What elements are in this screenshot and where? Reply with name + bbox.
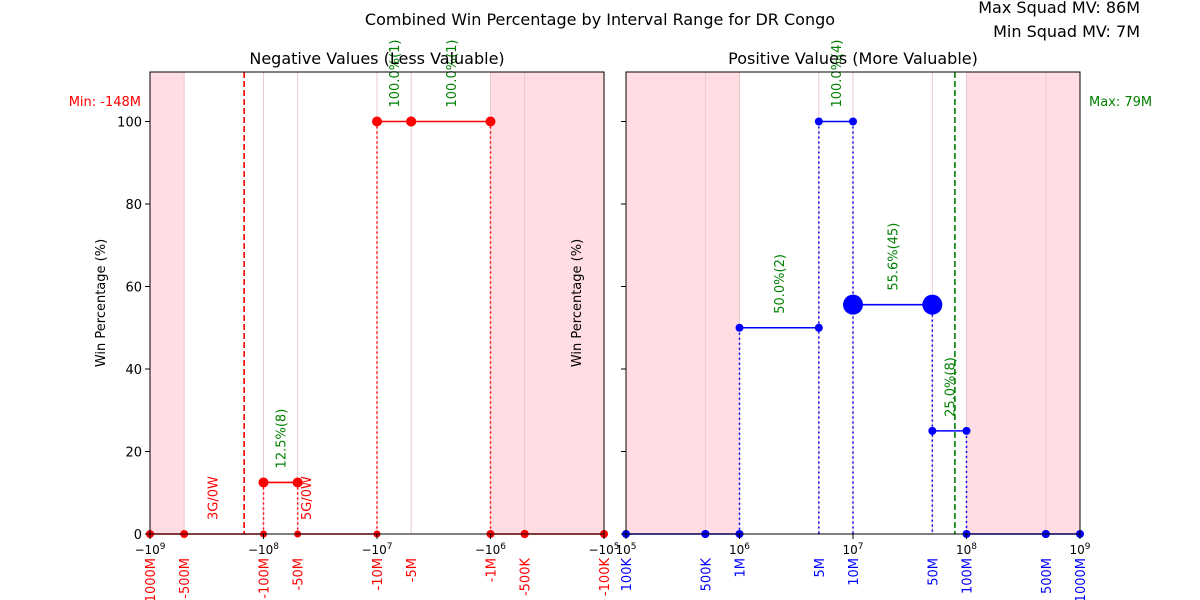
boundary-label-7: 500M (1040, 558, 1055, 594)
boundary-label-5: 50M (926, 558, 941, 586)
reference-line-label: Max: 79M (1089, 95, 1152, 110)
y-tick-label-2: 40 (125, 363, 142, 378)
panel-title: Negative Values (Less Valuable) (249, 49, 504, 68)
x-tick-label-4: 109 (1069, 542, 1090, 557)
data-point-5-end (962, 426, 971, 435)
shaded-range-1 (490, 72, 604, 534)
data-point-5-end (485, 116, 496, 127)
data-point-3-end (849, 117, 857, 126)
data-point-2-end (814, 323, 823, 332)
boundary-label-2: -100M (258, 558, 273, 599)
shaded-range-0 (150, 72, 185, 534)
annotation-label-4: 55.6%(45) (887, 223, 902, 291)
data-point-2-end (292, 477, 303, 488)
annotation-label-5: 25.0%(8) (943, 357, 958, 417)
x-tick-label-4: −105 (588, 542, 619, 557)
boundary-label-3: -50M (292, 558, 307, 590)
boundary-label-6: 100M (961, 558, 976, 594)
boundary-label-4: 10M (847, 558, 862, 586)
boundary-label-1: -500M (178, 558, 193, 599)
y-axis-label: Win Percentage (%) (570, 239, 585, 367)
annotation-label-2: 50.0%(2) (773, 254, 788, 314)
y-tick-label-0: 0 (134, 528, 142, 543)
x-tick-label-0: 105 (615, 542, 636, 557)
x-tick-label-1: 106 (729, 542, 750, 557)
boundary-label-5: -5M (405, 558, 420, 582)
empty-range-label-1: 5G/0W (300, 476, 315, 520)
data-point-2-start (258, 477, 269, 488)
boundary-label-0: -1000M (144, 558, 159, 600)
boundary-label-8: -100K (598, 558, 613, 597)
x-tick-label-2: −107 (361, 542, 392, 557)
boundary-label-6: -1M (485, 558, 500, 582)
data-point-4-end (922, 294, 943, 315)
boundary-label-1: 500K (699, 558, 714, 592)
boundary-label-7: -500K (519, 558, 534, 597)
y-tick-label-5: 100 (117, 116, 142, 131)
reference-line-label: Min: -148M (69, 95, 141, 110)
data-point-2-start (735, 323, 744, 332)
panel-title: Positive Values (More Valuable) (728, 49, 978, 68)
annotation-label-5: 100.0%(1) (445, 40, 460, 108)
y-tick-label-4: 80 (125, 198, 142, 213)
annotation-label-2: 12.5%(8) (275, 409, 290, 469)
max-squad-mv-label: Max Squad MV: 86M (978, 0, 1140, 17)
y-axis-label: Win Percentage (%) (94, 239, 109, 367)
chart-suptitle: Combined Win Percentage by Interval Rang… (364, 10, 836, 29)
data-point-4-start (843, 294, 863, 315)
y-tick-label-1: 20 (125, 446, 142, 461)
shaded-range-0 (626, 72, 740, 534)
min-squad-mv-label: Min Squad MV: 7M (993, 22, 1140, 41)
boundary-label-2: 1M (734, 558, 749, 578)
data-point-5-start (928, 426, 937, 435)
x-tick-label-3: 108 (956, 542, 977, 557)
data-point-3-start (814, 117, 823, 126)
data-point-5-start (406, 116, 417, 127)
boundary-label-0: 100K (620, 558, 635, 592)
x-tick-label-0: −109 (134, 542, 165, 557)
annotation-label-3: 100.0%(4) (830, 40, 845, 108)
y-tick-label-3: 60 (125, 281, 142, 296)
annotation-label-4: 100.0%(1) (388, 40, 403, 108)
boundary-label-3: 5M (813, 558, 828, 578)
x-tick-label-2: 107 (842, 542, 863, 557)
boundary-label-4: -10M (371, 558, 386, 590)
shaded-range-1 (966, 72, 1080, 534)
data-point-4-start (372, 116, 382, 127)
x-tick-label-3: −106 (475, 542, 506, 557)
empty-range-label-0: 3G/0W (206, 476, 221, 520)
boundary-label-8: 1000M (1074, 558, 1089, 600)
x-tick-label-1: −108 (248, 542, 279, 557)
